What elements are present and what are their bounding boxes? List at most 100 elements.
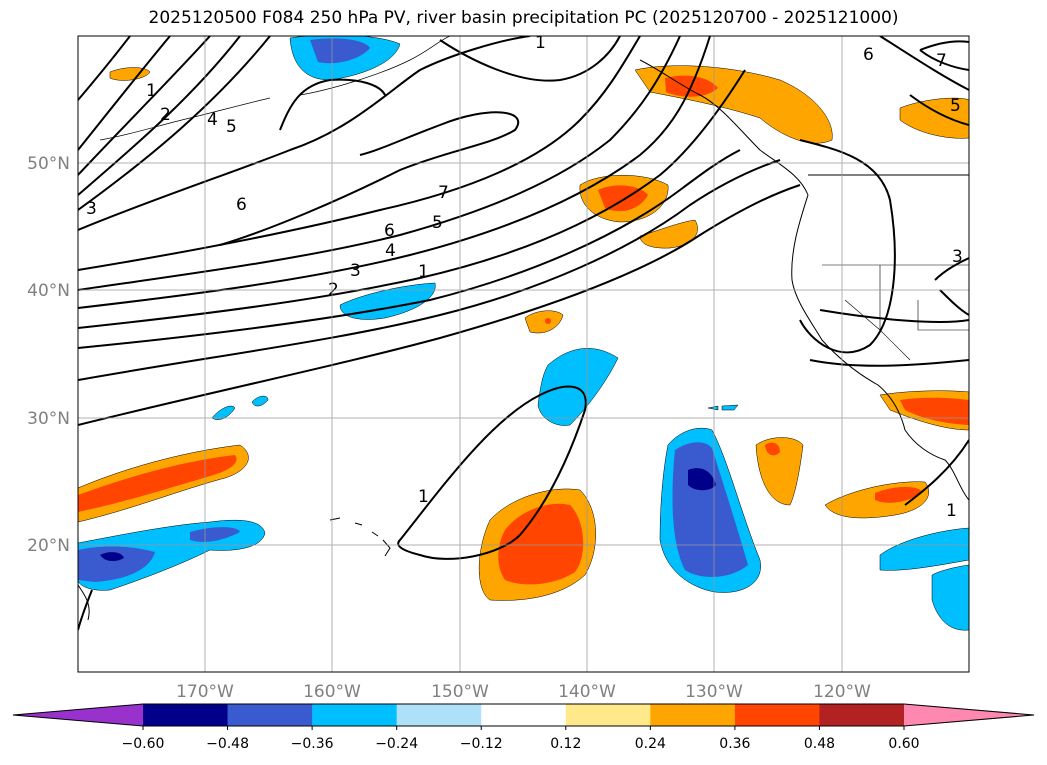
contour-line-6 bbox=[219, 111, 519, 246]
pos-anomaly-23n-core bbox=[875, 486, 922, 503]
contour-label: 3 bbox=[350, 261, 361, 281]
contour-label: 6 bbox=[236, 195, 247, 215]
contour-line-1 bbox=[78, 184, 801, 426]
contour-label: 1 bbox=[146, 81, 157, 101]
contour-label: 2 bbox=[160, 105, 171, 125]
contour-line-west-us bbox=[799, 139, 896, 354]
colorbar-extend-high bbox=[904, 704, 1034, 726]
coastline-alaska bbox=[299, 36, 451, 96]
contour-line-7 bbox=[78, 36, 641, 271]
lon-label-140w: 140°W bbox=[558, 682, 616, 702]
contour-label: 4 bbox=[385, 241, 396, 261]
colorbar-segment bbox=[396, 704, 482, 726]
contour-line-ne-6 bbox=[879, 36, 969, 91]
contour-line-ne-5 bbox=[909, 94, 969, 126]
neg-anomaly-west-peak bbox=[100, 552, 124, 562]
latitude-labels: 50°N 40°N 30°N 20°N bbox=[27, 154, 70, 556]
contour-line bbox=[78, 36, 171, 151]
colorbar-tick-label: −0.60 bbox=[122, 736, 165, 752]
colorbar-tick-label: −0.36 bbox=[291, 736, 334, 752]
contour-label: 1 bbox=[946, 501, 957, 521]
neg-anomaly-east-peak bbox=[688, 468, 716, 491]
contour-line-2 bbox=[78, 159, 781, 381]
colorbar-segment bbox=[650, 704, 736, 726]
neg-anomaly-west-core bbox=[78, 546, 155, 582]
contour-line bbox=[78, 36, 241, 196]
contour-label: 1 bbox=[535, 33, 546, 53]
contour-line bbox=[78, 36, 271, 211]
colorbar-tick-label: 0.24 bbox=[635, 736, 666, 752]
lon-label-150w: 150°W bbox=[431, 682, 489, 702]
colorbar-tick-label: −0.48 bbox=[206, 736, 249, 752]
contour-label: 1 bbox=[418, 262, 429, 282]
contour-label: 5 bbox=[432, 213, 443, 233]
colorbar: −0.60 −0.48 −0.36 −0.24 −0.12 0.12 0.24 0.36 0.4… bbox=[12, 703, 1035, 752]
contour-label: 7 bbox=[438, 183, 449, 203]
colorbar-segment bbox=[819, 704, 905, 726]
lon-label-130w: 130°W bbox=[685, 682, 743, 702]
neg-anomaly-se bbox=[879, 527, 969, 571]
lon-label-160w: 160°W bbox=[303, 682, 361, 702]
colorbar-tick-label: 0.36 bbox=[719, 736, 750, 752]
colorbar-tick-label: −0.12 bbox=[460, 736, 503, 752]
contour-label: 4 bbox=[207, 110, 218, 130]
lon-label-170w: 170°W bbox=[176, 682, 234, 702]
neg-anomaly-29n-a bbox=[211, 405, 236, 420]
pos-anomaly-nw bbox=[109, 67, 151, 81]
neg-anomaly-29n-b bbox=[251, 395, 269, 407]
contour-label: 6 bbox=[863, 45, 874, 65]
contour-line-se-1 bbox=[904, 439, 969, 506]
lat-label-30n: 30°N bbox=[27, 409, 70, 429]
lat-label-50n: 50°N bbox=[27, 154, 70, 174]
contour-line bbox=[78, 36, 131, 101]
contour-line-alaska bbox=[279, 78, 386, 131]
pos-anomaly-26n-core bbox=[765, 442, 780, 456]
colorbar-segment bbox=[143, 704, 229, 726]
coastline-hawaii bbox=[329, 517, 391, 557]
contour-label: 7 bbox=[936, 51, 947, 71]
plot-frame bbox=[77, 35, 970, 673]
contour-label: 6 bbox=[384, 221, 395, 241]
contour-label: 1 bbox=[418, 487, 429, 507]
colorbar-segment bbox=[565, 704, 651, 726]
pos-anomaly-38n bbox=[524, 310, 564, 334]
colorbar-tick-label: −0.24 bbox=[375, 736, 418, 752]
colorbar-segment bbox=[312, 704, 398, 726]
neg-anomaly-alaska-core bbox=[310, 38, 370, 64]
neg-anomaly-40n bbox=[339, 282, 436, 320]
graticule bbox=[78, 36, 969, 672]
contour-line-6b bbox=[78, 36, 681, 291]
map-title: 2025120500 F084 250 hPa PV, river basin … bbox=[148, 8, 899, 28]
coastline-aleutians bbox=[99, 97, 271, 141]
colorbar-tick-label: 0.60 bbox=[888, 736, 919, 752]
contour-line-east bbox=[934, 257, 969, 316]
contour-label: 5 bbox=[226, 117, 237, 137]
pos-anomaly-38n-core bbox=[545, 318, 551, 324]
contour-line-sw-us-b bbox=[819, 309, 969, 323]
colorbar-tick-label: 0.12 bbox=[550, 736, 581, 752]
colorbar-extend-low bbox=[13, 704, 143, 726]
neg-anomaly-se-b bbox=[931, 564, 969, 631]
pos-anomaly-44n bbox=[639, 219, 698, 249]
lat-label-40n: 40°N bbox=[27, 281, 70, 301]
colorbar-tick-label: 0.48 bbox=[804, 736, 835, 752]
contour-label: 3 bbox=[86, 199, 97, 219]
pv-contours bbox=[78, 36, 969, 631]
colorbar-segment bbox=[734, 704, 820, 726]
contour-line-subtropical bbox=[397, 385, 587, 560]
lat-label-20n: 20°N bbox=[27, 536, 70, 556]
contour-line-sw-corner bbox=[78, 589, 93, 631]
pos-anomaly-26n bbox=[755, 437, 804, 506]
contour-line-ne-7 bbox=[919, 40, 969, 71]
pos-anomaly-central-core bbox=[498, 503, 584, 585]
pos-anomaly-ne bbox=[899, 97, 969, 139]
longitude-labels: 170°W 160°W 150°W 140°W 130°W 120°W bbox=[176, 682, 871, 702]
contour-line-4 bbox=[78, 69, 746, 329]
colorbar-segment bbox=[227, 704, 313, 726]
contour-line-3 bbox=[78, 149, 741, 349]
colorbar-segment bbox=[481, 704, 567, 726]
pos-anomaly-west-core bbox=[78, 455, 237, 512]
contour-line-top bbox=[439, 36, 621, 82]
neg-anomaly-west-core-b bbox=[190, 527, 240, 543]
